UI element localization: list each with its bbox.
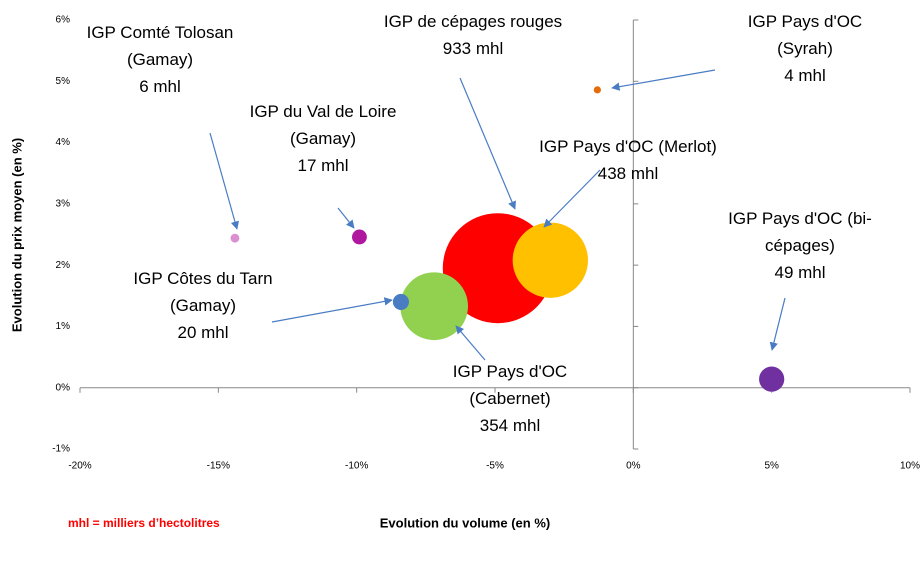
x-tick-label: -10% [345,461,368,472]
x-tick-label: 10% [900,461,920,472]
y-tick-label: 0% [56,382,71,393]
value-label: 4 mhl [784,66,826,85]
bubble [512,222,589,298]
value-label: 354 mhl [479,416,541,435]
bubble-label: IGP Côtes du Tarn (Gamay) 20 mhl [108,265,298,346]
arrow [459,77,516,210]
arrow [209,132,239,230]
y-tick-label: -1% [52,444,70,455]
arrow [271,297,393,323]
x-axis-title: Evolution du volume (en %) [380,515,550,530]
value-label: 49 mhl [774,263,826,282]
arrow [455,325,486,361]
series-name: IGP Côtes du Tarn (Gamay) [133,269,273,315]
bubble-label: IGP Comté Tolosan (Gamay) 6 mhl [73,19,248,100]
y-tick-label: 4% [56,137,71,148]
arrow [769,297,786,351]
bubble [392,293,409,310]
bubble-label: IGP Pays d'OC (Merlot) 438 mhl [508,133,748,187]
arrow [337,207,355,229]
bubble-label: IGP de cépages rouges 933 mhl [373,8,573,62]
series-name: IGP Pays d'OC (bi-cépages) [728,209,872,255]
x-tick-label: -20% [68,461,91,472]
value-label: 933 mhl [442,39,504,58]
bubble-label: IGP Pays d'OC (bi-cépages) 49 mhl [718,205,883,286]
note: mhl = milliers d’hectolitres [68,516,220,530]
y-tick-label: 3% [56,198,71,209]
value-label: 6 mhl [139,77,181,96]
series-name: IGP de cépages rouges [383,12,563,31]
value-label: 17 mhl [297,156,349,175]
bubble [759,366,785,392]
bubble-label: IGP Pays d'OC (Syrah) 4 mhl [735,8,875,89]
bubble [230,233,240,243]
x-tick-label: 0% [626,461,641,472]
series-name: IGP Pays d'OC (Syrah) [747,12,863,58]
bubble [400,272,469,341]
y-tick-label: 1% [56,321,71,332]
series-name: IGP Comté Tolosan (Gamay) [86,23,234,69]
x-tick-label: 5% [764,461,779,472]
value-label: 20 mhl [177,323,229,342]
bubble-label: IGP du Val de Loire (Gamay) 17 mhl [236,98,411,179]
series-name: IGP Pays d'OC (Cabernet) [452,362,568,408]
bubble [593,86,601,94]
arrow [543,169,601,228]
bubble-label: IGP Pays d'OC (Cabernet) 354 mhl [435,358,585,439]
y-tick-label: 6% [56,15,71,26]
x-tick-label: -15% [207,461,230,472]
y-axis-title: Evolution du prix moyen (en %) [9,138,24,332]
arrows [209,69,786,361]
arrow [611,69,716,91]
x-tick-label: -5% [486,461,504,472]
series-name: IGP Pays d'OC (Merlot) [539,137,717,156]
value-label: 438 mhl [597,164,659,183]
y-tick-label: 5% [56,76,71,87]
y-tick-label: 2% [56,260,71,271]
series-name: IGP du Val de Loire (Gamay) [249,102,397,148]
bubble [352,229,367,245]
